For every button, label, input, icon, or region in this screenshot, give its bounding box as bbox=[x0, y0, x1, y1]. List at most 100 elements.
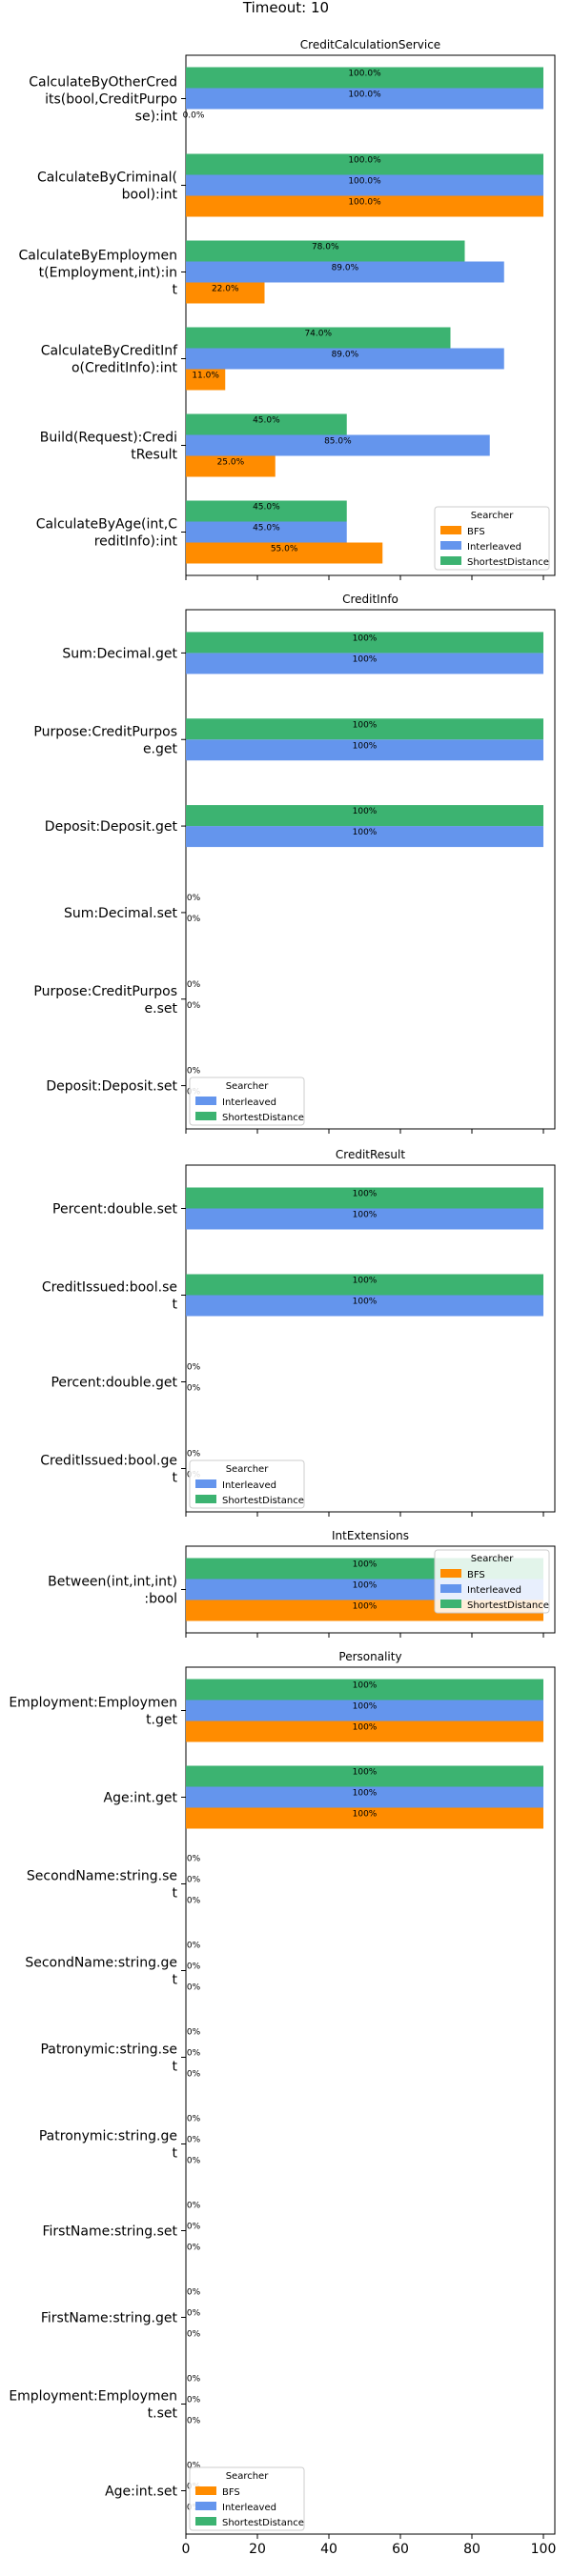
bar-interleaved bbox=[186, 1208, 543, 1230]
bar-value-label: 100% bbox=[353, 1602, 378, 1612]
bar-bfs bbox=[186, 1807, 543, 1829]
y-tick-label: o(CreditInfo):int bbox=[72, 361, 178, 376]
legend-swatch-bfs bbox=[195, 2486, 216, 2495]
bar-interleaved bbox=[186, 826, 543, 848]
bar-value-label: 0% bbox=[187, 1363, 201, 1373]
y-tick-label: t bbox=[173, 1973, 178, 1988]
bar-value-label: 100% bbox=[353, 654, 378, 664]
bar-bfs bbox=[186, 282, 265, 304]
bar-value-label: 0% bbox=[187, 1450, 201, 1459]
y-tick-label: Build(Request):Credi bbox=[40, 431, 177, 446]
legend-entry: Interleaved bbox=[222, 1480, 276, 1491]
bar-value-label: 78.0% bbox=[312, 243, 339, 252]
bar-value-label: 0% bbox=[187, 915, 201, 924]
legend-entry: Interleaved bbox=[467, 1585, 521, 1596]
legend-entry: ShortestDistance bbox=[222, 1496, 304, 1506]
x-tick-label: 0 bbox=[182, 2542, 191, 2557]
bar-value-label: 0% bbox=[187, 2223, 201, 2232]
bar-interleaved bbox=[186, 88, 543, 110]
legend-swatch-interleaved bbox=[195, 1097, 216, 1105]
legend-title: Searcher bbox=[471, 1554, 515, 1564]
bar-value-label: 45.0% bbox=[253, 503, 280, 513]
legend-entry: ShortestDistance bbox=[467, 557, 549, 568]
chart-title: CreditInfo bbox=[342, 593, 398, 606]
bar-value-label: 0% bbox=[187, 2288, 201, 2298]
bar-value-label: 0% bbox=[187, 1855, 201, 1864]
bar-shortestdistance bbox=[186, 1765, 543, 1787]
bar-value-label: 89.0% bbox=[332, 264, 359, 273]
bar-shortestdistance bbox=[186, 67, 543, 89]
y-tick-label: Purpose:CreditPurpos bbox=[33, 984, 177, 999]
bar-bfs bbox=[186, 455, 276, 477]
bar-value-label: 0% bbox=[187, 2417, 201, 2426]
bar-value-label: 100% bbox=[353, 720, 378, 730]
bar-value-label: 100.0% bbox=[348, 70, 381, 79]
bar-value-label: 0% bbox=[187, 2375, 201, 2385]
bar-value-label: 100% bbox=[353, 1560, 378, 1570]
bar-value-label: 0% bbox=[187, 2070, 201, 2080]
x-tick-label: 40 bbox=[320, 2542, 337, 2557]
bar-value-label: 0% bbox=[187, 2202, 201, 2211]
legend-entry: BFS bbox=[222, 2487, 240, 2498]
legend-swatch-bfs bbox=[440, 1569, 461, 1578]
legend-title: Searcher bbox=[226, 2471, 270, 2482]
bar-value-label: 0% bbox=[187, 1962, 201, 1972]
bar-value-label: 100% bbox=[353, 1702, 378, 1712]
bar-value-label: 100% bbox=[353, 1211, 378, 1220]
bar-value-label: 11.0% bbox=[192, 372, 219, 381]
y-tick-label: Age:int.set bbox=[105, 2485, 177, 2500]
y-tick-label: t bbox=[173, 1471, 178, 1486]
y-tick-label: t(Employment,int):in bbox=[39, 266, 177, 281]
legend-entry: BFS bbox=[467, 527, 485, 537]
bar-value-label: 0% bbox=[187, 1942, 201, 1951]
y-tick-label: CalculateByOtherCred bbox=[29, 75, 177, 91]
legend-swatch-interleaved bbox=[440, 1584, 461, 1593]
legend-swatch-shortestdistance bbox=[440, 1600, 461, 1608]
x-tick-label: 100 bbox=[531, 2542, 557, 2557]
axes-frame bbox=[185, 609, 556, 1130]
bar-shortestdistance bbox=[186, 327, 451, 349]
bar-value-label: 100% bbox=[353, 1810, 378, 1820]
bar-value-label: 0% bbox=[187, 894, 201, 903]
axes-frame bbox=[185, 1666, 556, 2535]
chart-title: CreditResult bbox=[336, 1148, 405, 1161]
bar-value-label: 0% bbox=[187, 2028, 201, 2038]
bar-value-label: 0% bbox=[187, 2309, 201, 2319]
bar-value-label: 0% bbox=[187, 2244, 201, 2253]
bar-value-label: 100% bbox=[353, 828, 378, 837]
bar-interleaved bbox=[186, 174, 543, 196]
y-tick-label: CalculateByAge(int,C bbox=[36, 517, 178, 533]
y-tick-label: t bbox=[173, 1886, 178, 1902]
legend-swatch-interleaved bbox=[195, 1479, 216, 1488]
y-tick-label: CalculateByCreditInf bbox=[41, 344, 178, 359]
bar-value-label: 45.0% bbox=[253, 524, 280, 533]
bar-value-label: 100% bbox=[353, 1723, 378, 1733]
bar-shortestdistance bbox=[186, 805, 543, 827]
bar-shortestdistance bbox=[186, 1274, 543, 1296]
legend-swatch-shortestdistance bbox=[195, 2517, 216, 2526]
bar-value-label: 100% bbox=[353, 1768, 378, 1778]
y-tick-label: t.get bbox=[146, 1713, 177, 1728]
bar-value-label: 0% bbox=[187, 980, 201, 990]
bar-value-label: 100% bbox=[353, 634, 378, 643]
bar-interleaved bbox=[186, 261, 504, 283]
legend bbox=[189, 2466, 305, 2531]
bar-value-label: 0% bbox=[187, 1001, 201, 1011]
bar-value-label: 100% bbox=[353, 1298, 378, 1307]
y-tick-label: Purpose:CreditPurpos bbox=[33, 724, 177, 739]
legend bbox=[189, 1077, 305, 1126]
y-tick-label: Employment:Employmen bbox=[9, 2389, 177, 2405]
bar-interleaved bbox=[186, 1786, 543, 1808]
bar-interleaved bbox=[186, 739, 543, 761]
y-tick-label: t bbox=[173, 283, 178, 298]
legend-swatch-interleaved bbox=[440, 541, 461, 550]
legend bbox=[434, 506, 550, 571]
y-tick-label: e.set bbox=[145, 1001, 178, 1016]
bar-value-label: 0% bbox=[187, 1983, 201, 1993]
y-tick-label: Patronymic:string.ge bbox=[39, 2129, 177, 2144]
bar-bfs bbox=[186, 542, 383, 564]
bar-value-label: 0% bbox=[187, 2136, 201, 2145]
bar-value-label: 100.0% bbox=[348, 177, 381, 187]
y-tick-label: Sum:Decimal.set bbox=[64, 906, 178, 921]
